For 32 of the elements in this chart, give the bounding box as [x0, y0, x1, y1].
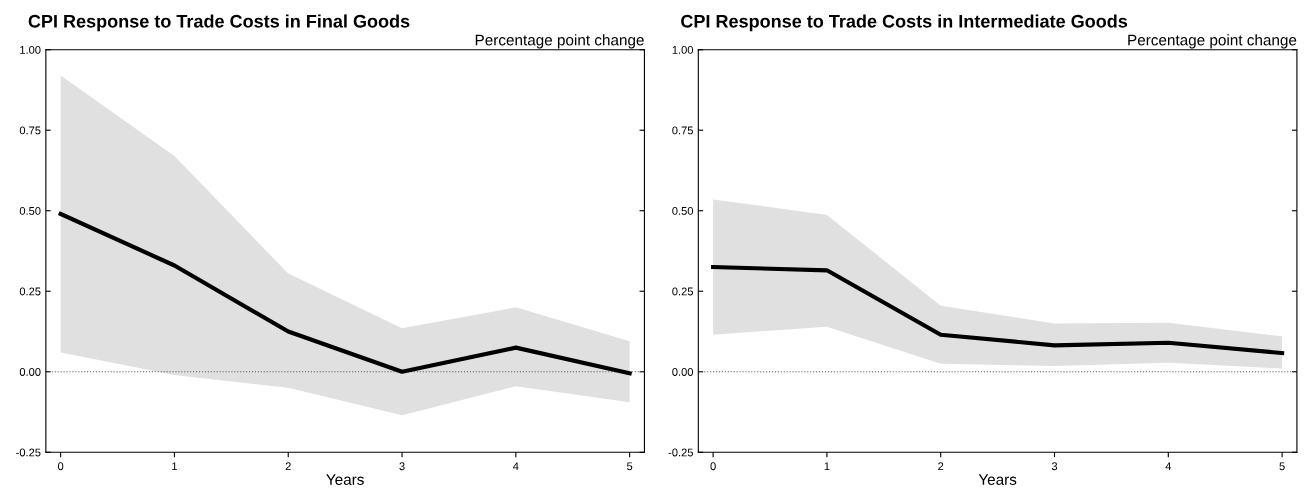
x-tick-label: 2 [938, 462, 944, 471]
x-tick-label: 1 [824, 462, 830, 471]
y-tick-label: 0.75 [672, 126, 693, 135]
y-tick-label: 1.00 [20, 45, 41, 54]
y-tick-label: 0.50 [19, 207, 41, 215]
chart-title: CPI Response to Trade Costs in Intermediate Goods [681, 14, 1128, 32]
x-tick-label: 0 [710, 462, 716, 471]
x-tick-label: 3 [1051, 462, 1058, 471]
x-tick-label: 0 [57, 462, 64, 471]
y-tick-label: 1.00 [672, 45, 694, 54]
y-tick-label: -0.25 [668, 448, 693, 457]
x-tick-label: 4 [1165, 462, 1172, 471]
y-tick-label: 0.25 [19, 287, 41, 296]
y-tick-label: 0.00 [672, 368, 694, 376]
x-tick-label: 4 [513, 462, 519, 471]
y-tick-label: 0.00 [19, 368, 41, 376]
y-tick-label: 0.50 [672, 207, 694, 215]
text: Percentage point change [475, 34, 644, 49]
chart-title: CPI Response to Trade Costs in Final Goods [28, 14, 410, 32]
x-axis-title: Years [326, 474, 364, 485]
y-tick-label: 0.75 [19, 126, 41, 135]
x-tick-label: 1 [172, 462, 177, 471]
line-series [711, 265, 1285, 356]
x-tick-label: 5 [1279, 462, 1285, 471]
text: Percentage point change [1128, 34, 1297, 49]
x-tick-label: 5 [627, 462, 633, 471]
x-axis-title: Years [978, 474, 1017, 485]
x-tick-label: 3 [399, 462, 405, 471]
y-tick-label: 0.25 [672, 287, 693, 296]
x-tick-label: 2 [285, 462, 291, 471]
line-series [58, 211, 632, 376]
y-tick-label: -0.25 [16, 448, 41, 457]
